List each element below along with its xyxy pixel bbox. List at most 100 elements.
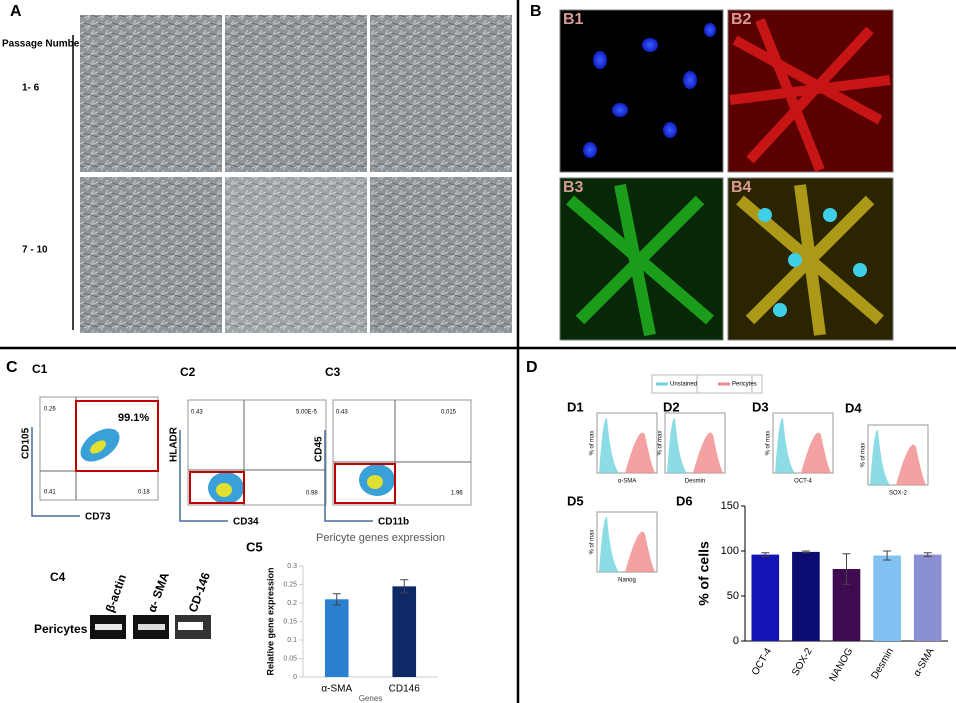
error-bar (883, 550, 892, 561)
panel-label: D3 (752, 399, 769, 414)
error-bar (801, 550, 810, 554)
y-axis-label: CD105 (21, 427, 32, 459)
x-tick-label: SOX-2 (790, 646, 815, 678)
bar (392, 586, 417, 677)
quadrant-value: 0.015 (441, 410, 457, 416)
x-tick-label: Desmin (870, 646, 896, 681)
histogram-pericytes (625, 432, 655, 473)
histogram-pericytes (896, 444, 926, 485)
error-bar (761, 552, 770, 557)
y-axis-label: % of max (590, 430, 596, 455)
x-tick-label: NANOG (828, 646, 856, 683)
axis-arrow (179, 430, 228, 522)
y-tick-label: 150 (721, 500, 739, 512)
bar (751, 554, 780, 641)
y-tick-label: 0 (293, 674, 297, 681)
plot-frame (187, 399, 327, 506)
gel-lane-label: α- SMA (145, 570, 172, 614)
panel-label: C (6, 359, 18, 376)
bar (913, 554, 942, 641)
error-bar (842, 553, 851, 585)
quadrant-value: 0.41 (44, 490, 56, 496)
gel-row-label: Pericytes (34, 622, 88, 636)
quadrant-value: 0.26 (44, 407, 56, 413)
panel-label: C4 (50, 570, 66, 584)
micrographs (80, 15, 512, 333)
y-tick-label: 0.3 (287, 563, 297, 570)
row-label: 1- 6 (22, 83, 40, 94)
cell-cloud-core (216, 483, 232, 497)
panel-label: D2 (663, 399, 680, 414)
x-axis-label: CD34 (233, 517, 259, 528)
panel-label: D5 (567, 493, 584, 508)
y-tick-label: 0.25 (283, 581, 297, 588)
x-axis-label: Nanog (618, 578, 636, 584)
gate-value: 99.1% (118, 412, 149, 424)
x-axis-label: SOX-2 (889, 491, 908, 497)
plot-frame (332, 399, 472, 506)
panel-label: C1 (32, 362, 48, 376)
y-tick-label: 0.15 (283, 618, 297, 625)
gel-lane-label: β-actin (103, 572, 130, 614)
row-label: 7 - 10 (22, 245, 48, 256)
gel-lane-label: CD-146 (186, 570, 213, 614)
y-axis-label: HLADR (169, 426, 180, 462)
y-axis-label: CD45 (314, 436, 325, 462)
histogram-pericytes (625, 531, 655, 572)
image-label: B3 (563, 179, 584, 196)
y-tick-label: 0 (733, 635, 739, 647)
cell-cloud-core (90, 440, 106, 454)
x-axis-label: CD11b (378, 517, 409, 528)
axis-arrow (324, 430, 373, 522)
bar (324, 599, 349, 677)
x-axis-label: OCT-4 (794, 479, 812, 485)
error-bar (400, 579, 409, 594)
quadrant-value: 0.43 (336, 410, 348, 416)
y-axis-label: % of max (861, 442, 867, 467)
legend-box (696, 374, 763, 394)
panel-label: C2 (180, 365, 196, 379)
bar (873, 555, 901, 641)
histogram-unstained (599, 516, 619, 572)
panel-label: B (530, 3, 542, 20)
legend-label: Pericytes (732, 382, 757, 388)
y-tick-label: 0.2 (287, 600, 297, 607)
x-axis-label: Genes (359, 694, 383, 703)
panel-label: D4 (845, 400, 862, 415)
gate (334, 463, 396, 504)
error-bar (923, 552, 932, 557)
histogram-unstained (775, 417, 795, 473)
y-tick-label: 0.05 (283, 655, 297, 662)
image-label: B4 (731, 179, 752, 196)
histogram-unstained (667, 417, 687, 473)
y-axis-label: % of max (766, 430, 772, 455)
x-tick-label: α-SMA (912, 646, 937, 678)
x-axis-label: CD73 (85, 512, 111, 523)
y-tick-label: 100 (721, 545, 739, 557)
quadrant-value: 1.96 (451, 491, 463, 497)
panel-label: C3 (325, 365, 341, 379)
quadrant-value: 0.18 (138, 490, 150, 496)
y-axis-label: Relative gene expression (265, 567, 275, 675)
histogram-pericytes (693, 432, 723, 473)
y-tick-label: 0.1 (287, 637, 297, 644)
y-axis-label: % of max (658, 430, 664, 455)
panel-label: D6 (676, 493, 693, 508)
bar (792, 551, 820, 641)
panel-label: C5 (246, 539, 263, 554)
panel-label: A (10, 3, 22, 20)
x-tick-label: α-SMA (321, 684, 352, 695)
x-tick-label: CD146 (389, 684, 421, 695)
gate (75, 400, 159, 472)
gate (189, 471, 245, 504)
quadrant-value: 0.98 (306, 491, 318, 497)
panel-label: D (526, 359, 538, 376)
quadrant-value: 0.43 (191, 410, 203, 416)
histogram-pericytes (801, 432, 831, 473)
x-axis-label: α-SMA (618, 479, 636, 485)
legend-label: Unstained (670, 382, 697, 388)
gel (90, 615, 211, 639)
panel-label: D1 (567, 399, 584, 414)
x-axis-label: Desmin (685, 479, 705, 485)
